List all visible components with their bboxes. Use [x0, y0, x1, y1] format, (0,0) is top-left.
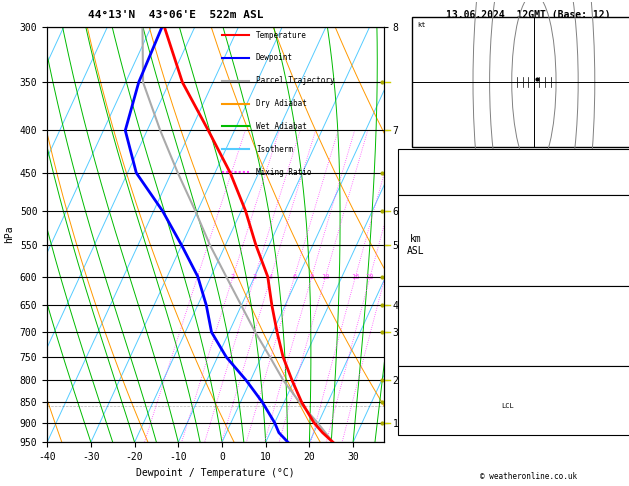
Text: LCL: LCL	[501, 402, 515, 409]
Text: StmDir: StmDir	[406, 412, 437, 421]
Text: 2: 2	[231, 274, 235, 279]
Text: K: K	[406, 152, 411, 160]
Text: Parcel Trajectory: Parcel Trajectory	[256, 76, 335, 85]
Text: θᴇ(K): θᴇ(K)	[406, 240, 431, 249]
Text: Temperature: Temperature	[256, 31, 307, 39]
Text: PW (cm): PW (cm)	[406, 179, 442, 188]
Text: Temp (°C): Temp (°C)	[406, 216, 452, 225]
Text: 13.06.2024  12GMT (Base: 12): 13.06.2024 12GMT (Base: 12)	[446, 10, 611, 19]
Text: StmSpd (kt): StmSpd (kt)	[406, 425, 462, 434]
Text: EH: EH	[406, 386, 416, 396]
Text: Dewp (°C): Dewp (°C)	[406, 228, 452, 237]
Text: Isotherm: Isotherm	[256, 145, 293, 154]
Text: 10: 10	[321, 274, 330, 279]
Text: CIN (J): CIN (J)	[406, 277, 442, 285]
Text: CIN (J): CIN (J)	[406, 356, 442, 365]
Text: kt: kt	[418, 22, 426, 28]
Text: Wet Adiabat: Wet Adiabat	[256, 122, 307, 131]
Y-axis label: hPa: hPa	[4, 226, 14, 243]
Text: Lifted Index: Lifted Index	[406, 331, 467, 340]
X-axis label: Dewpoint / Temperature (°C): Dewpoint / Temperature (°C)	[136, 468, 295, 478]
Text: 8: 8	[309, 274, 314, 279]
Text: Mixing Ratio: Mixing Ratio	[256, 168, 311, 177]
Text: CAPE (J): CAPE (J)	[406, 264, 447, 273]
Text: 44°13'N  43°06'E  522m ASL: 44°13'N 43°06'E 522m ASL	[87, 10, 263, 20]
Text: 20: 20	[366, 274, 374, 279]
Text: θᴇ (K): θᴇ (K)	[406, 319, 437, 328]
Text: Totals Totals: Totals Totals	[406, 165, 472, 174]
Text: Surface: Surface	[511, 197, 546, 206]
Bar	[398, 149, 629, 195]
Text: 3: 3	[253, 274, 257, 279]
Text: Hodograph: Hodograph	[506, 368, 551, 377]
Y-axis label: km
ASL: km ASL	[406, 235, 424, 256]
Text: CAPE (J): CAPE (J)	[406, 344, 447, 353]
Text: Most Unstable: Most Unstable	[496, 289, 561, 298]
Text: Pressure (mb): Pressure (mb)	[406, 307, 472, 316]
Text: © weatheronline.co.uk: © weatheronline.co.uk	[480, 472, 577, 481]
Text: SREH: SREH	[406, 399, 426, 408]
Text: Dry Adiabat: Dry Adiabat	[256, 99, 307, 108]
Text: 4: 4	[269, 274, 273, 279]
Text: 6: 6	[292, 274, 297, 279]
Text: 16: 16	[351, 274, 360, 279]
Text: Lifted Index: Lifted Index	[406, 252, 467, 261]
Text: 1: 1	[196, 274, 199, 279]
Text: Dewpoint: Dewpoint	[256, 53, 293, 62]
